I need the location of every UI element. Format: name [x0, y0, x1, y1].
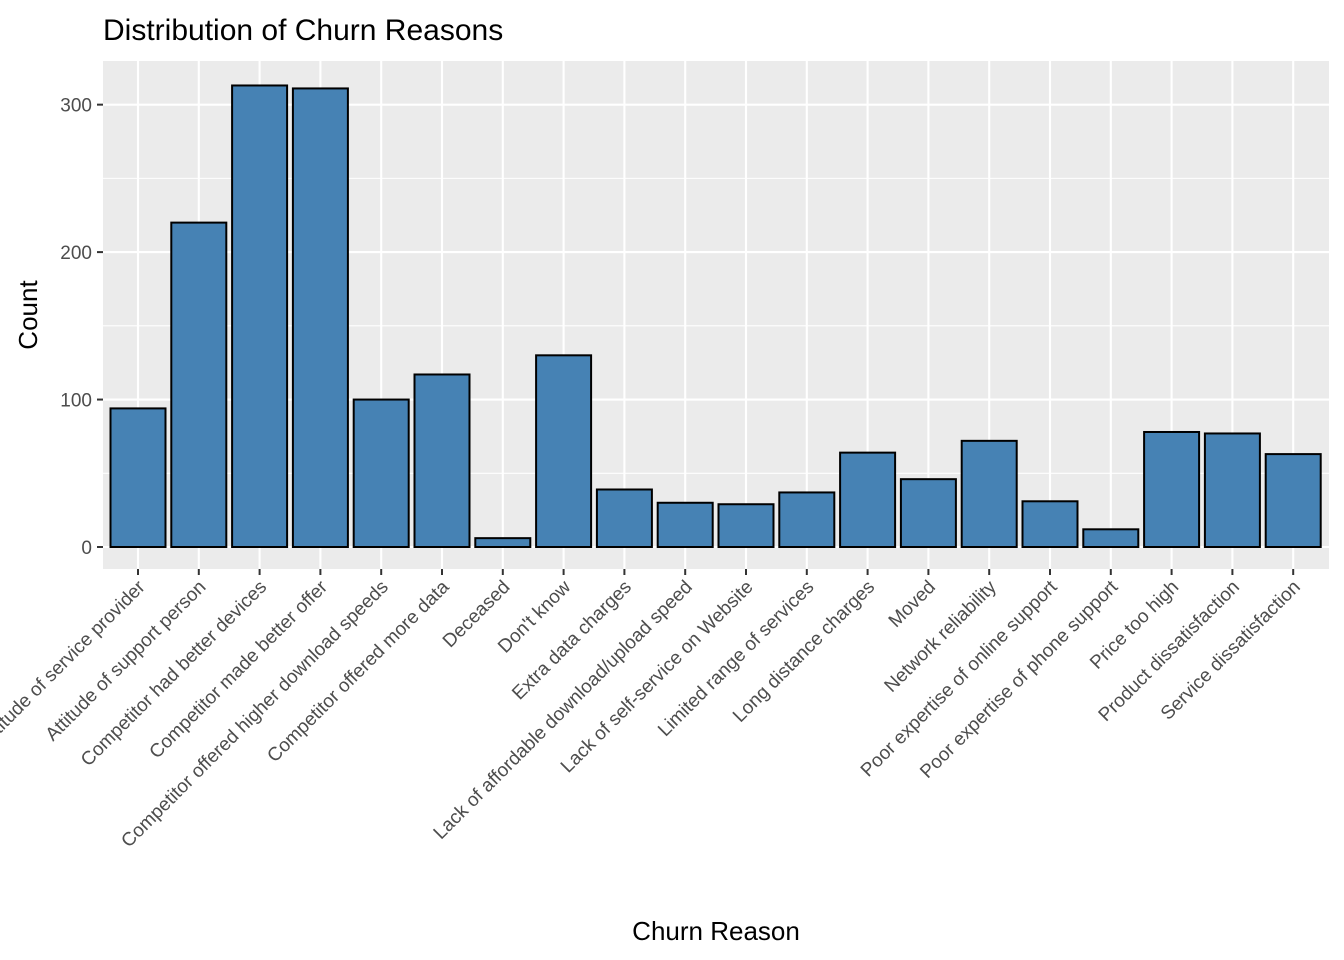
bar: [717, 503, 775, 548]
bar: [109, 407, 167, 548]
chart-title: Distribution of Churn Reasons: [103, 14, 503, 47]
y-tick-label: 300: [60, 96, 92, 117]
bar: [1021, 500, 1079, 548]
bar: [535, 354, 593, 548]
bar: [1203, 432, 1261, 548]
y-axis-title: Count: [13, 280, 43, 350]
x-tick-label: Moved: [885, 577, 940, 632]
x-tick-label: Network reliability: [881, 576, 1001, 696]
bar: [899, 478, 957, 549]
bars: [109, 84, 1322, 549]
bar: [595, 488, 653, 549]
y-tick-label: 100: [60, 391, 92, 412]
bar: [960, 439, 1018, 548]
bar: [231, 84, 289, 548]
bar: [170, 221, 228, 549]
y-axis: 0 100 200 300: [60, 96, 103, 559]
bar: [1143, 430, 1201, 549]
bar: [413, 373, 471, 548]
bar: [291, 87, 349, 548]
bar: [778, 491, 836, 549]
x-axis-title: Churn Reason: [632, 916, 800, 946]
bar: [474, 537, 532, 549]
bar: [352, 398, 410, 548]
bar: [1082, 528, 1140, 549]
bar: [1264, 453, 1322, 549]
y-tick-label: 0: [81, 538, 92, 559]
bar: [839, 451, 897, 548]
bar: [656, 501, 714, 549]
y-tick-label: 200: [60, 243, 92, 264]
